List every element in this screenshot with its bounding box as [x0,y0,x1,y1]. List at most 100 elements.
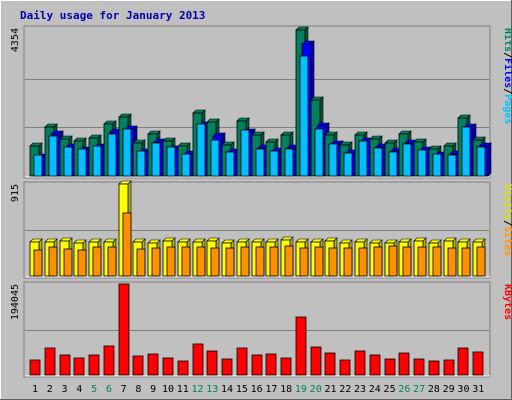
bar-front-face [265,353,277,376]
bar-sites-day-22 [343,247,353,277]
bar-kbytes-day-27 [413,358,425,376]
bar-kbytes-day-21 [324,352,336,376]
bar-sites-day-30 [461,247,471,277]
bar-front-face [151,247,161,277]
legend-kbytes: KBytes [502,284,512,320]
bar-front-face [461,247,471,277]
bar-front-face [44,347,56,376]
bar-front-face [457,347,469,376]
x-tick-day-14: 14 [221,384,233,395]
bar-pages-day-19 [299,55,309,177]
x-tick-day-17: 17 [265,384,277,395]
bar-front-face [314,246,324,277]
bar-sites-day-3 [63,248,73,277]
bar-pages-day-26 [402,143,412,177]
bar-front-face [388,151,398,177]
bar-front-face [77,249,87,277]
bar-front-face [269,150,279,177]
bar-front-face [225,151,235,177]
bar-front-face [29,359,41,376]
bar-sites-day-23 [358,247,368,277]
bar-front-face [225,247,235,277]
bar-front-face [358,247,368,277]
bar-sites-day-13 [210,247,220,277]
y-max-label: 194045 [10,284,21,320]
bar-front-face [310,346,322,376]
y-max-label: 4354 [10,28,21,52]
bar-front-face [402,246,412,277]
bar-front-face [432,246,442,277]
legend-hits: Hits [502,28,512,52]
x-tick-day-11: 11 [177,384,189,395]
bar-pages-day-31 [476,146,486,177]
x-tick-day-22: 22 [339,384,351,395]
bar-kbytes-day-9 [147,353,159,376]
bar-kbytes-day-22 [339,359,351,376]
bar-front-face [417,149,427,177]
bar-pages-day-17 [269,150,279,177]
bar-pages-day-22 [343,152,353,177]
bar-pages-day-30 [461,126,471,177]
x-tick-day-19: 19 [295,384,307,395]
bar-sites-day-1 [33,249,43,277]
bar-front-face [177,360,189,376]
bar-sites-day-9 [151,247,161,277]
x-tick-day-5: 5 [91,384,97,395]
bar-front-face [240,129,250,177]
x-tick-day-26: 26 [398,384,410,395]
bar-front-face [461,126,471,177]
bar-kbytes-day-17 [265,353,277,376]
bar-front-face [369,354,381,376]
x-tick-day-13: 13 [206,384,218,395]
bar-kbytes-day-6 [103,345,115,376]
bar-front-face [476,146,486,177]
bar-front-face [63,146,73,177]
bar-kbytes-day-20 [310,346,322,376]
bar-front-face [476,246,486,277]
x-tick-day-23: 23 [354,384,366,395]
bar-front-face [255,246,265,277]
bar-front-face [398,352,410,376]
panel-pages-files-hits: 4354 Hits/Files/Pages [10,25,512,179]
bar-pages-day-9 [151,142,161,177]
bar-sites-day-11 [181,246,191,277]
bar-kbytes-day-29 [443,359,455,376]
bar-pages-day-28 [432,153,442,177]
bar-pages-day-21 [328,143,338,177]
bar-front-face [48,135,58,177]
bar-sites-day-28 [432,246,442,277]
bar-front-face [251,354,263,376]
bar-kbytes-day-8 [132,355,144,376]
bar-pages-day-2 [48,135,58,177]
legend-separator: / [502,88,512,94]
x-tick-day-3: 3 [62,384,68,395]
bar-pages-day-25 [388,151,398,177]
bar-front-face [210,247,220,277]
bar-front-face [63,248,73,277]
bar-front-face [147,353,159,376]
bar-front-face [107,133,117,177]
bar-sites-day-15 [240,246,250,277]
bar-front-face [432,153,442,177]
bar-kbytes-day-26 [398,352,410,376]
bar-sites-day-24 [373,246,383,277]
bar-sites-day-16 [255,246,265,277]
bar-kbytes-day-14 [221,358,233,376]
bar-front-face [221,358,233,376]
x-tick-day-31: 31 [472,384,484,395]
bar-front-face [328,143,338,177]
bar-front-face [206,350,218,376]
x-tick-day-25: 25 [384,384,396,395]
x-tick-day-7: 7 [121,384,127,395]
bar-front-face [92,145,102,177]
bar-front-face [384,358,396,376]
bar-front-face [59,354,71,376]
x-tick-day-6: 6 [106,384,112,395]
legend-visits-sites: Visits/Sites [502,184,512,256]
legend-pages: Pages [502,94,512,124]
bar-kbytes-day-28 [428,360,440,376]
bar-front-face [151,142,161,177]
x-tick-day-1: 1 [32,384,38,395]
bar-front-face [118,283,130,376]
bar-kbytes-day-5 [88,354,100,376]
